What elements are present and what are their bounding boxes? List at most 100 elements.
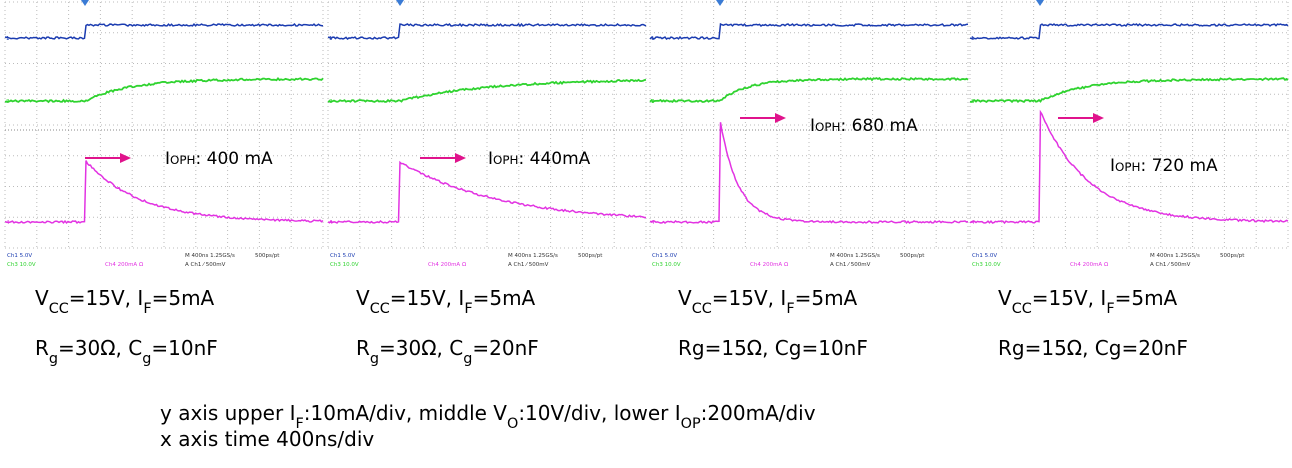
text-part: x axis time 400ns/div: [160, 427, 374, 451]
scope-readout: 500ps/pt: [900, 253, 925, 259]
text-part: R: [356, 336, 370, 360]
text-part: =15V, I: [69, 286, 144, 310]
trace-ch4: [328, 162, 646, 223]
text-part: =15V, I: [390, 286, 465, 310]
scope-readout: Ch3 10.0V: [972, 262, 1001, 268]
text-part: V: [998, 286, 1012, 310]
subscript: OPH: [493, 153, 518, 167]
trace-ch4: [650, 122, 968, 223]
scope-readout: 500ps/pt: [578, 253, 603, 259]
peak-label: IOPH: 440mA: [488, 149, 591, 169]
text-part: V: [356, 286, 370, 310]
channel-marker: 4: [329, 220, 333, 226]
scope-readout: Ch1 5.0V: [7, 253, 32, 259]
subscript: g: [49, 351, 58, 367]
channel-marker: 3: [651, 99, 655, 105]
condition-line: VCC=15V, IF=5mA: [35, 286, 215, 317]
scope-readout: Ch4 200mA Ω: [105, 262, 143, 268]
channel-marker: 1: [6, 36, 10, 42]
channel-marker: 4: [971, 220, 975, 226]
text-part: =20nF: [472, 336, 538, 360]
scope-panel: 134Ch1 5.0VCh3 10.0VCh4 200mA ΩM 400ns 1…: [328, 0, 646, 367]
channel-marker: 3: [971, 99, 975, 105]
scope-readout: Ch1 5.0V: [972, 253, 997, 259]
channel-marker: 1: [651, 36, 655, 42]
condition-line: Rg=15Ω, Cg=20nF: [998, 336, 1188, 360]
scope-panel: 134Ch1 5.0VCh3 10.0VCh4 200mA ΩM 400ns 1…: [970, 0, 1288, 360]
scope-readout: M 400ns 1.25GS/s: [1150, 253, 1200, 259]
scope-panel: 1 3 4 Ch1 5.0V Ch3 10.0V Ch4 200mA Ω M 400ns 1…: [650, 0, 968, 360]
arrow-head: [455, 153, 466, 163]
scope-readout: A Ch1 ⁄ 500mV: [830, 262, 871, 268]
text-part: :200mA/div: [701, 401, 816, 425]
text-part: R: [35, 336, 49, 360]
subscript: OP: [681, 416, 701, 432]
peak-label: IOPH: 680 mA: [810, 116, 918, 136]
scope-readout: Ch3 10.0V: [652, 262, 681, 268]
figure: 1 3 4 Ch1 5.0V Ch3 10.0V Ch4 200mA Ω M 400ns 1…: [0, 0, 1292, 468]
trigger-marker: [1036, 0, 1044, 6]
text-part: =30Ω, C: [58, 336, 142, 360]
text-part: Rg=15Ω, Cg=20nF: [998, 336, 1188, 360]
trigger-marker: [716, 0, 724, 6]
trigger-marker: [81, 0, 89, 6]
scope-readout: Ch3 10.0V: [7, 262, 36, 268]
scope-readout: Ch1 5.0V: [330, 253, 355, 259]
text-part: =5mA: [795, 286, 858, 310]
peak-label: IOPH: 400 mA: [165, 149, 273, 169]
subscript: O: [507, 416, 518, 432]
text-part: =5mA: [152, 286, 215, 310]
subscript: CC: [370, 301, 390, 317]
text-part: :10V/div, lower I: [518, 401, 680, 425]
condition-line: VCC=15V, IF=5mA: [356, 286, 536, 317]
subscript: F: [1106, 301, 1114, 317]
channel-marker: 1: [971, 36, 975, 42]
text-part: : 440mA: [519, 149, 591, 169]
condition-line: Rg=30Ω, Cg=20nF: [356, 336, 539, 367]
subscript: g: [370, 351, 379, 367]
subscript: F: [464, 301, 472, 317]
arrow-head: [120, 153, 131, 163]
text-part: =15V, I: [712, 286, 787, 310]
scope-readout: Ch4 200mA Ω: [428, 262, 466, 268]
channel-marker: 3: [329, 99, 333, 105]
axis-note: x axis time 400ns/div: [160, 427, 374, 451]
subscript: OPH: [815, 120, 840, 134]
subscript: g: [463, 351, 472, 367]
text-part: Rg=15Ω, Cg=10nF: [678, 336, 868, 360]
scope-readout: M 400ns 1.25GS/s: [830, 253, 880, 259]
scope-readout: Ch3 10.0V: [330, 262, 359, 268]
peak-label: IOPH: 720 mA: [1110, 156, 1218, 176]
subscript: F: [786, 301, 794, 317]
scope-readout: Ch4 200mA Ω: [750, 262, 788, 268]
text-part: =5mA: [473, 286, 536, 310]
trace-ch4: [5, 161, 323, 223]
scope-readout: A Ch1 ⁄ 500mV: [508, 262, 549, 268]
channel-marker: 4: [651, 220, 655, 226]
scope-readout: M 400ns 1.25GS/s: [185, 253, 235, 259]
scope-readout: M 400ns 1.25GS/s: [508, 253, 558, 259]
text-part: =15V, I: [1032, 286, 1107, 310]
subscript: OPH: [170, 153, 195, 167]
condition-line: Rg=30Ω, Cg=10nF: [35, 336, 218, 367]
condition-line: Rg=15Ω, Cg=10nF: [678, 336, 868, 360]
subscript: CC: [49, 301, 69, 317]
channel-marker: 3: [6, 99, 10, 105]
scope-readout: 500ps/pt: [255, 253, 280, 259]
text-part: : 680 mA: [841, 116, 919, 136]
text-part: : 400 mA: [196, 149, 274, 169]
condition-line: VCC=15V, IF=5mA: [998, 286, 1178, 317]
subscript: CC: [1012, 301, 1032, 317]
text-part: =5mA: [1115, 286, 1178, 310]
condition-line: VCC=15V, IF=5mA: [678, 286, 858, 317]
text-part: =10nF: [151, 336, 217, 360]
text-part: :10mA/div, middle V: [304, 401, 508, 425]
text-part: V: [35, 286, 49, 310]
text-part: V: [678, 286, 692, 310]
subscript: g: [142, 351, 151, 367]
arrow-head: [1093, 113, 1104, 123]
subscript: CC: [692, 301, 712, 317]
subscript: F: [143, 301, 151, 317]
scope-readout: Ch1 5.0V: [652, 253, 677, 259]
